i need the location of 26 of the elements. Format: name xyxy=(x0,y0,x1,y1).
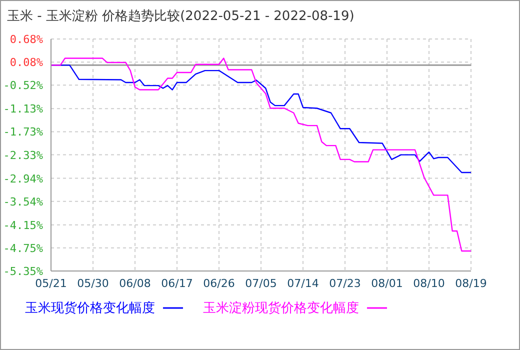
y-tick-label: -4.75% xyxy=(3,242,44,255)
x-tick-label: 05/30 xyxy=(77,276,109,290)
y-tick-label: -3.54% xyxy=(3,195,44,208)
x-tick-label: 07/05 xyxy=(245,276,277,290)
y-tick-label: -5.35% xyxy=(3,265,44,278)
y-tick-label: 0.68% xyxy=(10,33,44,46)
y-tick-label: 0.08% xyxy=(10,56,44,70)
y-tick-label: -1.13% xyxy=(3,102,44,116)
y-tick-label: -2.33% xyxy=(3,148,44,162)
x-tick-label: 05/21 xyxy=(35,276,67,290)
line-series xyxy=(51,58,471,252)
x-tick-label: 07/23 xyxy=(329,276,361,290)
x-tick-label: 08/10 xyxy=(413,276,445,290)
x-tick-label: 08/01 xyxy=(371,276,403,290)
x-tick-label: 06/26 xyxy=(203,276,235,290)
chart-title: 玉米 - 玉米淀粉 价格趋势比较(2022-05-21 - 2022-08-19) xyxy=(6,8,356,26)
x-tick-label: 07/14 xyxy=(287,276,319,290)
y-tick-label: -4.15% xyxy=(3,218,44,232)
y-tick-label: -2.94% xyxy=(3,172,44,186)
y-tick-label: -1.73% xyxy=(3,126,44,139)
x-tick-label: 06/08 xyxy=(119,276,151,290)
legend-label: 玉米现货价格变化幅度 xyxy=(25,300,156,317)
y-tick-label: -0.52% xyxy=(3,79,44,92)
x-tick-label: 06/17 xyxy=(161,276,193,290)
legend-label: 玉米淀粉现货价格变化幅度 xyxy=(203,300,360,317)
x-tick-label: 08/19 xyxy=(455,276,487,290)
